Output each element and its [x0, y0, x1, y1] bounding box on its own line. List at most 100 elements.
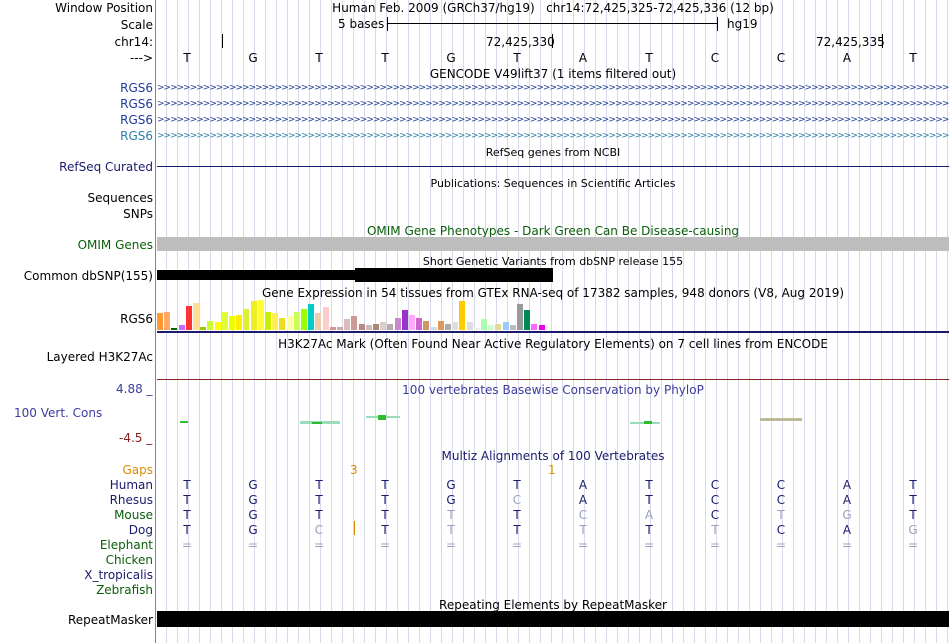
- gtex-tissue-bar[interactable]: [358, 324, 365, 330]
- multiz-title[interactable]: Multiz Alignments of 100 Vertebrates: [441, 449, 665, 463]
- gtex-tissue-bar[interactable]: [524, 310, 531, 330]
- gtex-label[interactable]: RGS6: [120, 312, 153, 326]
- gtex-tissue-bar[interactable]: [401, 310, 408, 330]
- gtex-tissue-bar[interactable]: [207, 321, 214, 330]
- gridline: [903, 0, 904, 643]
- multiz-species-label[interactable]: Chicken: [105, 553, 153, 567]
- gtex-tissue-bar[interactable]: [214, 322, 221, 330]
- publications-title[interactable]: Publications: Sequences in Scientific Ar…: [430, 177, 676, 190]
- gtex-tissue-bar[interactable]: [164, 312, 171, 330]
- gtex-tissue-bar[interactable]: [531, 324, 538, 330]
- gencode-gene-label[interactable]: RGS6: [120, 113, 153, 127]
- gtex-tissue-bar[interactable]: [337, 327, 343, 330]
- gtex-tissue-bar[interactable]: [459, 301, 466, 330]
- omim-gene-bar[interactable]: [157, 237, 949, 251]
- gtex-tissue-bar[interactable]: [502, 322, 509, 330]
- gtex-tissue-bar[interactable]: [265, 312, 271, 330]
- gencode-gene-label[interactable]: RGS6: [120, 97, 153, 111]
- conservation-title[interactable]: 100 vertebrates Basewise Conservation by…: [402, 383, 704, 397]
- refseq-label[interactable]: RefSeq Curated: [59, 160, 153, 174]
- gtex-tissue-bar[interactable]: [344, 319, 351, 330]
- gtex-expression-chart[interactable]: [157, 299, 557, 330]
- gtex-tissue-bar[interactable]: [538, 325, 545, 330]
- multiz-base: =: [775, 538, 787, 552]
- repeatmasker-label[interactable]: RepeatMasker: [67, 613, 153, 627]
- scale-text: 5 bases: [338, 17, 385, 31]
- h3k27ac-label[interactable]: Layered H3K27Ac: [46, 350, 153, 364]
- gtex-title[interactable]: Gene Expression in 54 tissues from GTEx …: [261, 286, 845, 300]
- gtex-tissue-bar[interactable]: [243, 309, 250, 330]
- gtex-tissue-bar[interactable]: [322, 307, 329, 330]
- gtex-tissue-bar[interactable]: [250, 301, 257, 330]
- gtex-tissue-bar[interactable]: [185, 306, 192, 330]
- gtex-tissue-bar[interactable]: [473, 328, 480, 330]
- h3k27ac-title[interactable]: H3K27Ac Mark (Often Found Near Active Re…: [278, 337, 828, 351]
- gridline: [430, 0, 431, 643]
- publications-snps-label[interactable]: SNPs: [123, 207, 153, 221]
- gtex-tissue-bar[interactable]: [373, 324, 379, 330]
- multiz-species-label[interactable]: X_tropicalis: [84, 568, 153, 582]
- gencode-title[interactable]: GENCODE V49lift37 (1 items filtered out): [429, 67, 677, 81]
- multiz-species-label[interactable]: Elephant: [99, 538, 153, 552]
- gtex-tissue-bar[interactable]: [394, 318, 401, 330]
- gencode-gene-track[interactable]: >>>>>>>>>>>>>>>>>>>>>>>>>>>>>>>>>>>>>>>>…: [157, 133, 949, 139]
- gtex-tissue-bar[interactable]: [329, 327, 336, 330]
- gtex-tissue-bar[interactable]: [308, 304, 315, 330]
- gtex-tissue-bar[interactable]: [437, 321, 444, 330]
- gtex-tissue-bar[interactable]: [229, 316, 235, 330]
- gtex-tissue-bar[interactable]: [236, 315, 243, 330]
- repeatmasker-title[interactable]: Repeating Elements by RepeatMasker: [439, 598, 667, 612]
- gtex-tissue-bar[interactable]: [488, 325, 495, 330]
- gtex-tissue-bar[interactable]: [387, 324, 394, 330]
- gtex-tissue-bar[interactable]: [279, 318, 286, 330]
- gtex-tissue-bar[interactable]: [315, 313, 322, 330]
- gtex-tissue-bar[interactable]: [157, 313, 163, 330]
- gtex-tissue-bar[interactable]: [200, 327, 207, 330]
- gtex-tissue-bar[interactable]: [178, 325, 185, 330]
- gtex-tissue-bar[interactable]: [171, 328, 178, 330]
- omim-title[interactable]: OMIM Gene Phenotypes - Dark Green Can Be…: [366, 224, 740, 238]
- gtex-tissue-bar[interactable]: [423, 321, 430, 330]
- publications-sequences-label[interactable]: Sequences: [87, 191, 153, 205]
- gencode-gene-track[interactable]: >>>>>>>>>>>>>>>>>>>>>>>>>>>>>>>>>>>>>>>>…: [157, 85, 949, 91]
- gridline: [804, 0, 805, 643]
- gtex-tissue-bar[interactable]: [466, 322, 473, 330]
- gtex-tissue-bar[interactable]: [416, 318, 423, 330]
- gencode-gene-track[interactable]: >>>>>>>>>>>>>>>>>>>>>>>>>>>>>>>>>>>>>>>>…: [157, 101, 949, 107]
- gtex-tissue-bar[interactable]: [445, 324, 451, 330]
- multiz-species-label[interactable]: Dog: [128, 523, 153, 537]
- gtex-tissue-bar[interactable]: [293, 312, 300, 330]
- gtex-tissue-bar[interactable]: [272, 313, 279, 330]
- gtex-tissue-bar[interactable]: [301, 309, 307, 330]
- gencode-gene-label[interactable]: RGS6: [120, 81, 153, 95]
- repeatmasker-element-bar[interactable]: [157, 611, 949, 627]
- gtex-tissue-bar[interactable]: [409, 315, 415, 330]
- dbsnp-label[interactable]: Common dbSNP(155): [23, 269, 153, 283]
- gencode-gene-label[interactable]: RGS6: [120, 129, 153, 143]
- gridline: [408, 0, 409, 643]
- gtex-tissue-bar[interactable]: [351, 316, 358, 330]
- gtex-tissue-bar[interactable]: [495, 324, 502, 330]
- multiz-species-label[interactable]: Mouse: [114, 508, 153, 522]
- conservation-label[interactable]: 100 Vert. Cons: [14, 406, 103, 420]
- gtex-tissue-bar[interactable]: [452, 322, 459, 330]
- gtex-tissue-bar[interactable]: [517, 304, 523, 330]
- gtex-tissue-bar[interactable]: [193, 303, 199, 330]
- multiz-species-label[interactable]: Zebrafish: [96, 583, 153, 597]
- gtex-tissue-bar[interactable]: [365, 325, 372, 330]
- dbsnp-title[interactable]: Short Genetic Variants from dbSNP releas…: [422, 255, 684, 268]
- multiz-species-label[interactable]: Rhesus: [109, 493, 153, 507]
- refseq-gene-line[interactable]: [157, 166, 949, 167]
- multiz-species-label[interactable]: Human: [109, 478, 153, 492]
- refseq-title[interactable]: RefSeq genes from NCBI: [485, 146, 621, 159]
- dbsnp-variant-block[interactable]: [355, 268, 553, 282]
- gtex-tissue-bar[interactable]: [221, 312, 228, 330]
- gtex-tissue-bar[interactable]: [481, 319, 487, 330]
- gtex-tissue-bar[interactable]: [380, 322, 387, 330]
- omim-label[interactable]: OMIM Genes: [77, 238, 153, 252]
- gencode-gene-track[interactable]: >>>>>>>>>>>>>>>>>>>>>>>>>>>>>>>>>>>>>>>>…: [157, 117, 949, 123]
- gtex-tissue-bar[interactable]: [509, 325, 516, 330]
- gtex-tissue-bar[interactable]: [286, 316, 293, 330]
- gtex-tissue-bar[interactable]: [257, 300, 264, 330]
- gtex-tissue-bar[interactable]: [430, 327, 437, 330]
